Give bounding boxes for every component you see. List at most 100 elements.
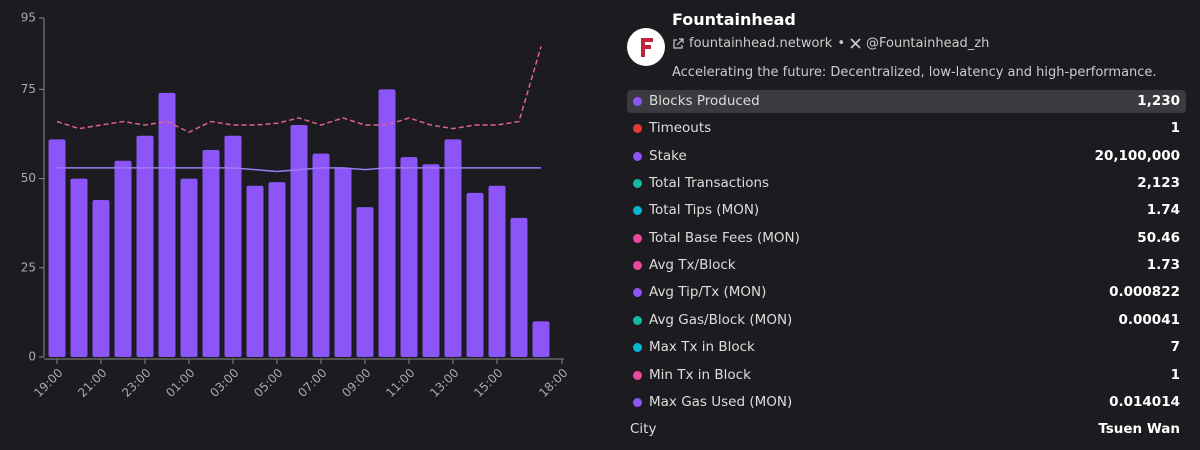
stat-value: 0.00041 <box>1118 311 1181 328</box>
bar <box>136 135 154 357</box>
bar <box>224 135 242 357</box>
stat-label: Stake <box>649 147 687 164</box>
stat-row: Blocks Produced 1,230 <box>627 90 1186 113</box>
stat-label: Avg Tip/Tx (MON) <box>649 284 767 301</box>
stat-value: 1,230 <box>1137 93 1180 109</box>
stat-row: Total Transactions 2,123 <box>627 172 1186 195</box>
bar <box>158 92 176 358</box>
stat-label: Min Tx in Block <box>649 366 751 383</box>
bar <box>70 178 88 357</box>
stat-value: 2,123 <box>1137 175 1180 192</box>
bar <box>246 185 264 357</box>
x-icon <box>850 38 861 49</box>
bar <box>48 139 66 357</box>
stat-value: 0.014014 <box>1109 393 1180 410</box>
stat-row: Avg Tx/Block 1.73 <box>627 254 1186 277</box>
stat-dot <box>633 233 642 243</box>
stat-label: Total Base Fees (MON) <box>649 229 800 246</box>
stat-dot <box>633 179 642 189</box>
stat-row: City Tsuen Wan <box>627 418 1186 441</box>
y-tick-label: 50 <box>21 171 36 185</box>
logo-icon <box>641 38 653 57</box>
x-tick-label: 05:00 <box>251 366 285 400</box>
separator: • <box>837 36 845 51</box>
bar <box>180 178 198 357</box>
stat-value: 1 <box>1170 366 1180 383</box>
bar <box>290 125 308 357</box>
bar <box>334 167 352 357</box>
stat-row: Max Gas Used (MON) 0.014014 <box>627 391 1186 414</box>
x-tick-label: 15:00 <box>471 366 505 400</box>
x-handle-link[interactable]: @Fountainhead_zh <box>865 36 990 51</box>
stat-row: Avg Gas/Block (MON) 0.00041 <box>627 309 1186 332</box>
bar <box>268 182 286 357</box>
x-tick-label: 03:00 <box>207 366 241 400</box>
stat-value: 7 <box>1170 339 1180 356</box>
stat-value: 1.73 <box>1146 257 1180 274</box>
stat-label: Blocks Produced <box>649 93 760 109</box>
stat-value: 1 <box>1170 120 1180 137</box>
external-link-icon <box>673 37 684 49</box>
bar <box>92 199 110 357</box>
x-tick-label: 09:00 <box>339 366 373 400</box>
stat-dot <box>633 397 642 407</box>
description: Accelerating the future: Decentralized, … <box>672 65 1157 80</box>
bar <box>202 150 220 357</box>
x-tick-label: 07:00 <box>295 366 329 400</box>
bar <box>422 164 440 357</box>
stat-label: Avg Tx/Block <box>649 257 736 274</box>
stat-row: Stake 20,100,000 <box>627 145 1186 168</box>
links: fountainhead.network • @Fountainhead_zh <box>672 36 989 51</box>
stat-dot <box>633 97 642 106</box>
line <box>57 167 541 173</box>
stat-row: Total Tips (MON) 1.74 <box>627 199 1186 222</box>
stat-label: City <box>630 421 657 438</box>
stat-label: Avg Gas/Block (MON) <box>649 311 793 328</box>
stat-row: Avg Tip/Tx (MON) 0.000822 <box>627 281 1186 304</box>
stat-dot <box>633 151 642 161</box>
bar <box>510 217 528 357</box>
stat-row: Max Tx in Block 7 <box>627 336 1186 359</box>
stat-label: Total Tips (MON) <box>649 202 760 219</box>
stat-value: 50.46 <box>1137 229 1180 246</box>
bar <box>356 207 374 357</box>
stat-dot <box>633 124 642 134</box>
x-tick-label: 01:00 <box>163 366 197 400</box>
bar <box>114 160 132 357</box>
x-tick-label: 19:00 <box>31 366 65 400</box>
stat-dot <box>633 288 642 298</box>
y-tick-label: 25 <box>21 260 36 274</box>
bar <box>444 139 462 357</box>
stat-dot <box>633 370 642 380</box>
x-tick-label: 13:00 <box>427 366 461 400</box>
y-tick-label: 95 <box>21 11 36 25</box>
stat-dot <box>633 206 642 216</box>
bar <box>312 153 330 357</box>
validator-name: Fountainhead <box>672 10 796 29</box>
x-tick-label: 11:00 <box>383 366 417 400</box>
y-tick-label: 75 <box>21 82 36 96</box>
stat-label: Max Tx in Block <box>649 339 755 356</box>
stat-label: Max Gas Used (MON) <box>649 393 793 410</box>
y-tick-label: 0 <box>28 350 36 364</box>
stat-label: Total Transactions <box>649 175 770 192</box>
x-tick-label: 21:00 <box>75 366 109 400</box>
validator-panel: Fountainhead fountainhead.network • @Fou… <box>620 0 1192 450</box>
website-link[interactable]: fountainhead.network <box>689 36 833 51</box>
bar <box>532 321 550 357</box>
bar <box>400 157 418 357</box>
stat-dot <box>633 261 642 271</box>
stat-row: Total Base Fees (MON) 50.46 <box>627 227 1186 250</box>
stat-label: Timeouts <box>649 120 712 137</box>
stat-dot <box>633 343 642 353</box>
stat-value: 20,100,000 <box>1094 147 1180 164</box>
stat-row: Min Tx in Block 1 <box>627 364 1186 387</box>
stat-dot <box>633 315 642 325</box>
bar <box>378 89 396 358</box>
x-tick-label: 18:00 <box>536 366 570 400</box>
bar <box>488 185 506 357</box>
dashed-line <box>56 46 542 134</box>
x-tick-label: 23:00 <box>119 366 153 400</box>
bar <box>466 192 484 357</box>
